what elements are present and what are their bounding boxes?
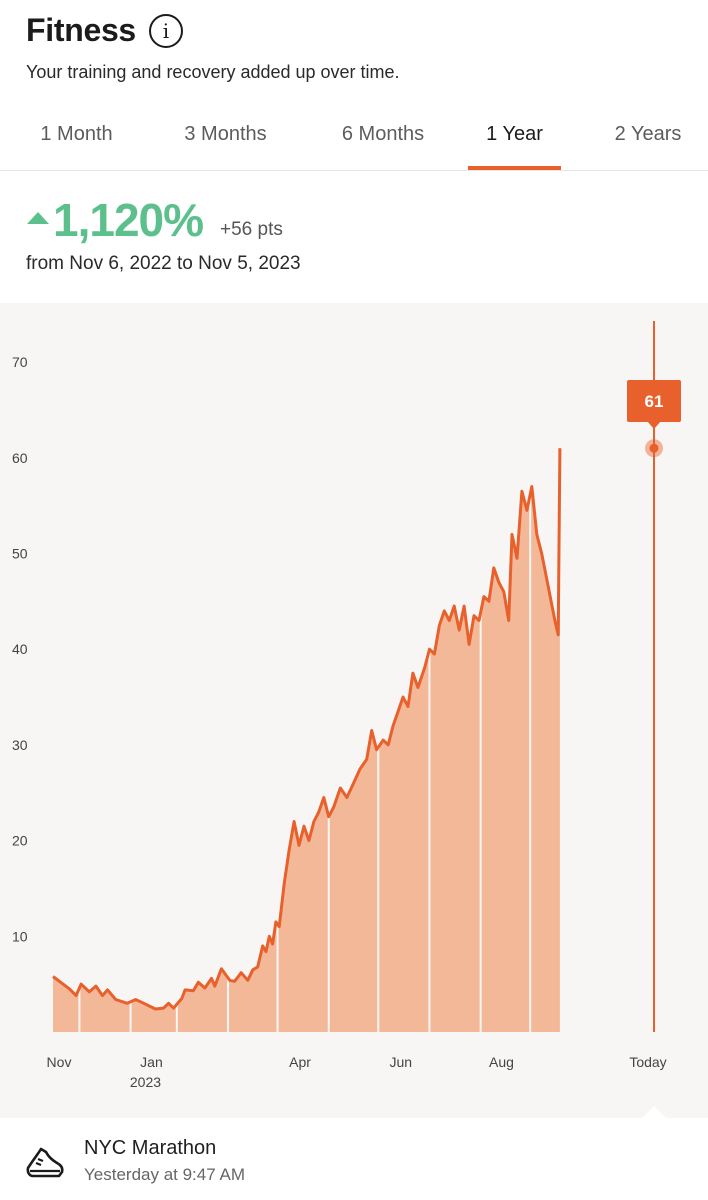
up-arrow-icon — [27, 212, 49, 224]
date-range: from Nov 6, 2022 to Nov 5, 2023 — [26, 253, 301, 274]
fitness-chart[interactable]: 10 20 30 40 50 60 70 61 Nov Jan 2023 Apr Jun Aug Today — [0, 303, 708, 1118]
fitness-percent-change: 1,120% — [53, 194, 204, 246]
fitness-chart-svg[interactable]: 10 20 30 40 50 60 70 61 Nov Jan 2023 Apr Jun Aug Today — [0, 303, 708, 1118]
y-tick-label: 30 — [12, 737, 28, 753]
activity-time: Yesterday at 9:47 AM — [84, 1165, 245, 1184]
activity-row[interactable] — [0, 1118, 708, 1200]
x-tick-label: Apr — [289, 1054, 311, 1070]
fitness-points-change: +56 pts — [220, 219, 283, 240]
x-tick-label: Jan — [140, 1054, 163, 1070]
series-area-fill — [53, 448, 560, 1032]
y-tick-label: 60 — [12, 450, 28, 466]
x-tick-label: Today — [629, 1054, 666, 1070]
y-tick-label: 70 — [12, 354, 28, 370]
x-tick-label: Aug — [489, 1054, 514, 1070]
selected-point — [649, 443, 659, 453]
tab-1-year[interactable]: 1 Year — [468, 108, 561, 170]
x-tick-label: Nov — [47, 1054, 72, 1070]
time-range-tabs: 1 Month 3 Months 6 Months 1 Year 2 Years — [0, 108, 708, 171]
tab-3-months[interactable]: 3 Months — [184, 123, 267, 145]
info-icon[interactable]: i — [149, 14, 183, 48]
series-line — [52, 448, 562, 1011]
cursor-notch — [642, 1106, 666, 1118]
value-tooltip-label: 61 — [645, 392, 664, 411]
page-title: Fitness — [26, 12, 136, 48]
x-tick-sublabel: 2023 — [130, 1074, 161, 1090]
y-tick-label: 20 — [12, 833, 28, 849]
header: Fitness i Your training and recovery add… — [0, 0, 708, 100]
tab-1-month[interactable]: 1 Month — [40, 123, 113, 145]
y-tick-label: 40 — [12, 641, 28, 657]
y-tick-label: 10 — [12, 928, 28, 944]
tab-2-years[interactable]: 2 Years — [614, 123, 682, 145]
tab-6-months[interactable]: 6 Months — [341, 123, 425, 145]
activity-name: NYC Marathon — [84, 1137, 217, 1159]
y-tick-label: 50 — [12, 546, 28, 562]
x-tick-label: Jun — [389, 1054, 412, 1070]
value-tooltip-box — [627, 380, 681, 422]
running-shoe-icon — [26, 1147, 64, 1178]
page-subtitle: Your training and recovery added up over… — [26, 62, 400, 82]
value-tooltip-pointer — [647, 421, 661, 429]
